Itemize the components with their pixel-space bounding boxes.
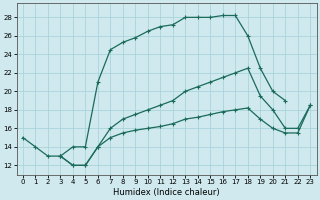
X-axis label: Humidex (Indice chaleur): Humidex (Indice chaleur)	[113, 188, 220, 197]
